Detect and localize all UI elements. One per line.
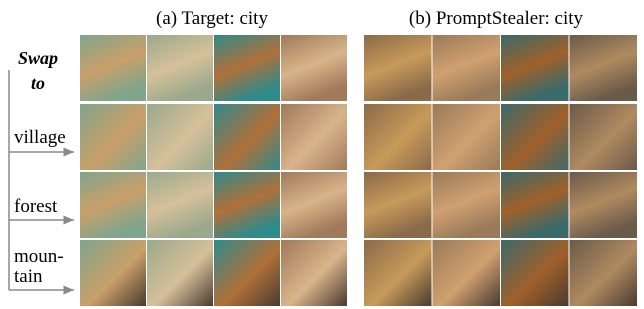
swap-label: Swap	[18, 48, 58, 68]
image-tile	[147, 35, 213, 101]
image-tile	[364, 35, 432, 101]
image-tile	[80, 172, 146, 238]
image-tile	[433, 172, 501, 238]
image-tile	[364, 104, 432, 170]
image-tile	[281, 104, 347, 170]
panel-title: (a) Target: city	[156, 8, 268, 29]
image-tile	[147, 104, 213, 170]
image-tile	[214, 104, 280, 170]
image-tile	[80, 240, 146, 306]
image-tile	[214, 240, 280, 306]
image-tile	[570, 104, 638, 170]
image-tile	[433, 240, 501, 306]
image-tile	[501, 35, 569, 101]
image-grid	[80, 35, 637, 306]
image-tile	[364, 172, 432, 238]
swap-label: to	[31, 73, 45, 93]
image-tile	[80, 35, 146, 101]
image-tile	[433, 35, 501, 101]
row-label: moun-	[14, 246, 64, 267]
image-tile	[80, 104, 146, 170]
image-tile	[570, 172, 638, 238]
image-tile	[433, 104, 501, 170]
panel-title: (b) PromptStealer: city	[409, 8, 584, 29]
image-tile	[501, 172, 569, 238]
image-tile	[570, 240, 638, 306]
image-tile	[281, 35, 347, 101]
image-tile	[364, 240, 432, 306]
figure: (a) Target: city (b) PromptStealer: city…	[0, 0, 644, 309]
row-label: village	[14, 127, 66, 148]
image-tile	[281, 240, 347, 306]
row-label: tain	[14, 266, 43, 287]
image-tile	[281, 172, 347, 238]
image-tile	[147, 240, 213, 306]
image-tile	[570, 35, 638, 101]
image-tile	[214, 172, 280, 238]
image-tile	[214, 35, 280, 101]
image-tile	[147, 172, 213, 238]
row-label: forest	[14, 196, 58, 217]
image-tile	[501, 104, 569, 170]
image-tile	[501, 240, 569, 306]
